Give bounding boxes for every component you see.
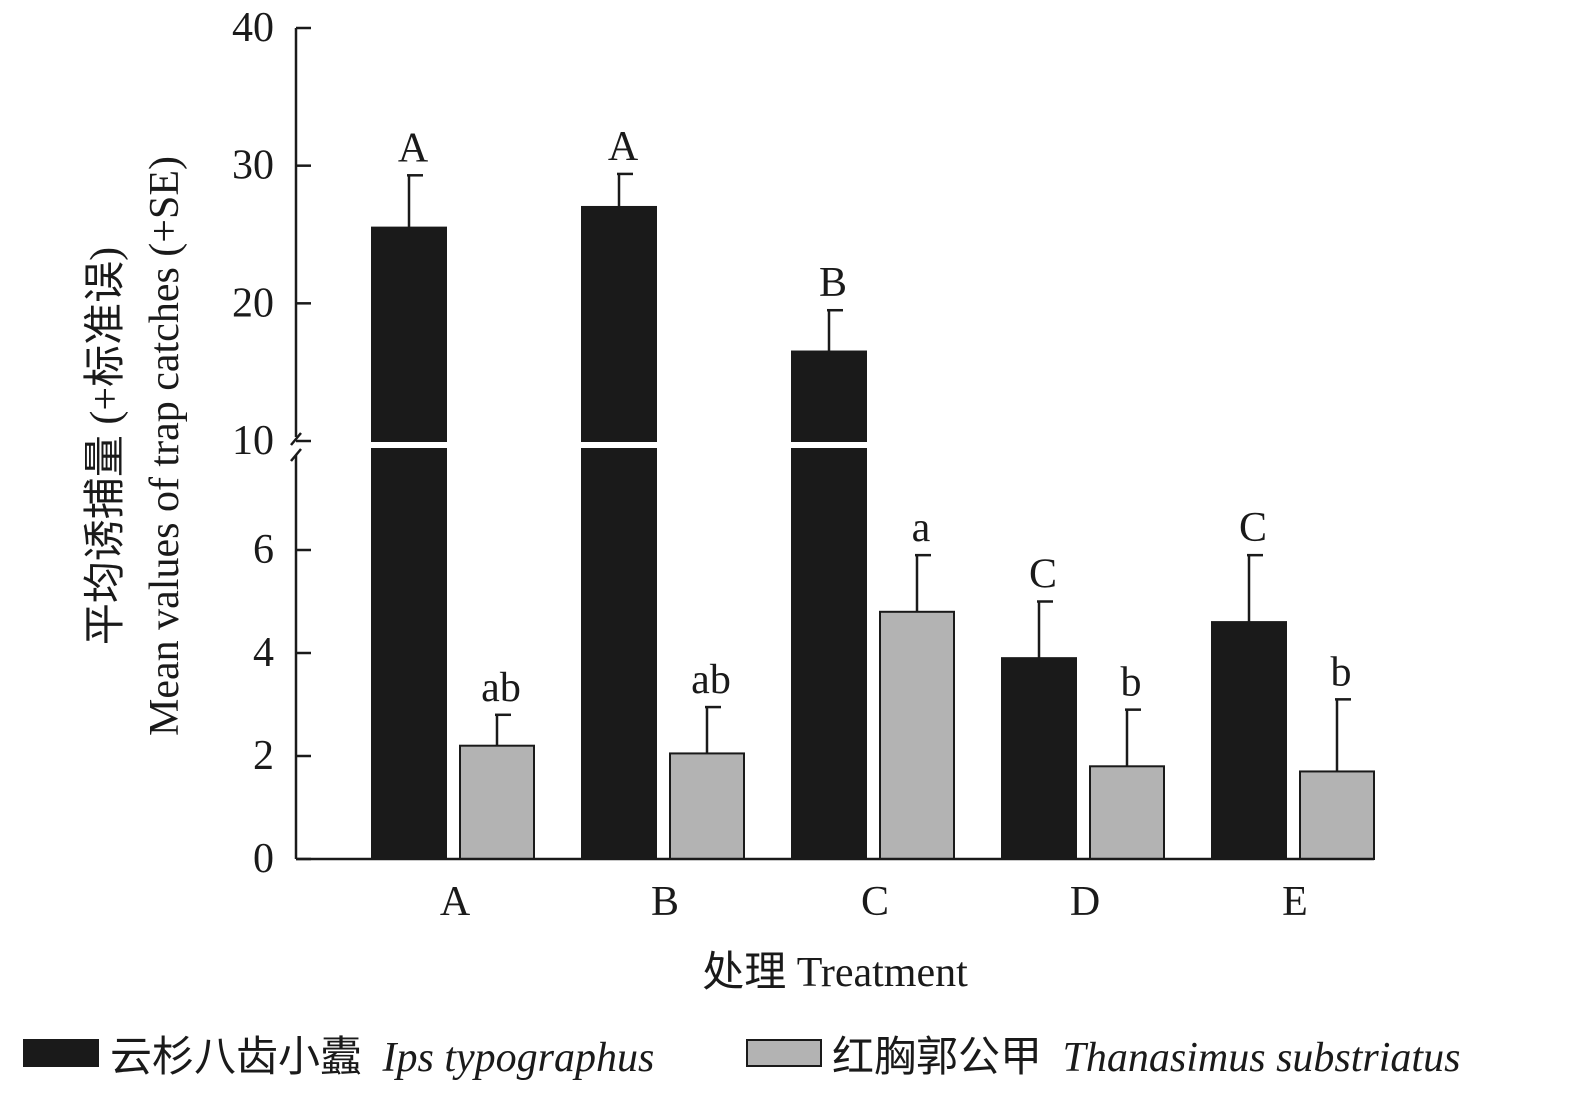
significance-letter: a	[912, 505, 931, 551]
significance-letter: b	[1331, 649, 1352, 695]
y-tick-label: 40	[232, 5, 274, 51]
axis-break-mark	[290, 432, 302, 446]
legend-label-ips: 云杉八齿小蠹 Ips typographus	[110, 1035, 654, 1081]
significance-letter: A	[608, 124, 639, 170]
x-tick-label: B	[651, 879, 679, 925]
error-bars-layer	[407, 172, 1351, 772]
x-tick-label: A	[440, 879, 471, 925]
y-tick-label: 2	[253, 733, 274, 779]
y-tick-label: 10	[232, 418, 274, 464]
legend: 云杉八齿小蠹 Ips typographus 红胸郭公甲 Thanasimus …	[23, 1035, 1460, 1081]
x-tick-label: C	[861, 879, 889, 925]
significance-letter: B	[819, 260, 847, 306]
bar-upper	[581, 205, 657, 442]
bar	[1089, 765, 1165, 860]
x-tick-label: E	[1282, 879, 1308, 925]
y-tick-label: 20	[232, 280, 274, 326]
legend-label-thanasimus: 红胸郭公甲 Thanasimus substriatus	[832, 1035, 1460, 1081]
bar	[1211, 621, 1287, 860]
legend-swatch-ips	[23, 1039, 99, 1067]
bars-layer	[371, 205, 1375, 861]
legend-label-ips-latin: Ips typographus	[382, 1035, 655, 1081]
significance-letter: A	[398, 125, 429, 171]
legend-label-thanasimus-cn: 红胸郭公甲	[832, 1035, 1042, 1081]
bar-upper	[791, 350, 867, 442]
y-tick-label: 0	[253, 836, 274, 882]
bar	[1001, 657, 1077, 861]
x-tick-label: D	[1070, 879, 1100, 925]
axes-layer: A B C D E 0 2 4 6 10 20 30 40	[232, 5, 1374, 925]
significance-letter: ab	[691, 657, 731, 703]
bar	[459, 744, 535, 861]
bar	[879, 610, 955, 860]
legend-label-ips-cn: 云杉八齿小蠹	[110, 1035, 362, 1081]
legend-swatch-thanasimus	[746, 1039, 822, 1067]
bar-lower	[791, 448, 867, 860]
significance-letters-layer: Aab Aab Ba Cb Cb	[398, 124, 1352, 711]
bar	[1299, 770, 1375, 861]
bar-upper	[371, 226, 447, 442]
bar-lower	[581, 448, 657, 860]
y-axis-label-en: Mean values of trap catches (+SE)	[142, 156, 188, 736]
legend-label-thanasimus-latin: Thanasimus substriatus	[1063, 1035, 1461, 1081]
significance-letter: C	[1239, 505, 1267, 551]
y-axis-label-cn: 平均诱捕量 (+标准误)	[83, 247, 129, 645]
y-tick-label: 6	[253, 527, 274, 573]
significance-letter: C	[1029, 552, 1057, 598]
y-tick-label: 4	[253, 630, 274, 676]
x-axis-label: 处理 Treatment	[702, 950, 968, 996]
bar-lower	[371, 448, 447, 860]
y-tick-label: 30	[232, 143, 274, 189]
axis-break-mark	[290, 448, 302, 462]
significance-letter: ab	[481, 665, 521, 711]
bar	[669, 752, 745, 860]
significance-letter: b	[1121, 660, 1142, 706]
